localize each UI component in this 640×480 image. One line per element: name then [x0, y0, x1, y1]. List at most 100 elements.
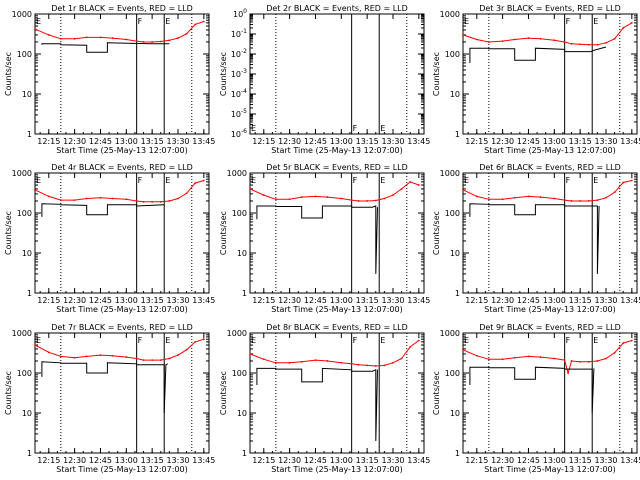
lld-rate-point: [326, 196, 329, 198]
lld-rate-point: [262, 358, 265, 361]
x-tick-label: 13:15: [141, 456, 164, 465]
y-tick-label: 100: [445, 209, 460, 218]
x-tick-label: 13:30: [381, 137, 404, 146]
y-tick-label: 100: [445, 369, 460, 378]
x-tick-label: 12:15: [37, 456, 60, 465]
marker-label: F: [353, 176, 358, 185]
x-tick-label: 13:00: [330, 137, 353, 146]
marker-label: E: [380, 124, 385, 133]
x-tick-label: 13:45: [407, 296, 430, 305]
x-axis-label: Start Time (25-May-13 12:07:00): [484, 305, 615, 314]
lld-rate-point: [151, 200, 154, 203]
lld-rate-point: [168, 200, 171, 202]
y-tick-label: 10: [450, 90, 460, 99]
lld-rate-point: [374, 365, 377, 367]
lld-rate-point: [383, 364, 386, 367]
lld-rate-point: [630, 179, 633, 182]
lld-rate-point: [159, 200, 162, 203]
lld-rate-point: [475, 354, 478, 357]
lld-rate-point: [111, 197, 114, 200]
lld-rate-point: [59, 355, 62, 358]
chart-title: Det 1r BLACK = Events, RED = LLD: [51, 4, 193, 13]
x-tick-label: 12:15: [252, 137, 275, 146]
lld-rate-point: [553, 39, 556, 42]
lld-rate-point: [462, 188, 464, 191]
marker-label: E: [251, 336, 256, 345]
x-tick-label: 13:30: [381, 296, 404, 305]
y-tick-label: 1: [455, 449, 460, 458]
y-tick-label: 1000: [227, 169, 247, 178]
lld-rate-point: [539, 356, 542, 358]
lld-rate-point: [539, 196, 542, 198]
y-tick-label: 1000: [440, 10, 460, 19]
lld-rate-point: [177, 197, 179, 200]
lld-rate-point: [357, 363, 360, 366]
lld-rate-point: [350, 199, 353, 202]
lld-rate-point: [596, 199, 599, 202]
lld-rate-point: [185, 32, 188, 35]
lld-rate-point: [596, 43, 599, 46]
y-axis-label: Counts/sec: [432, 52, 441, 96]
lld-rate-point: [400, 357, 403, 360]
lld-rate-point: [501, 358, 504, 361]
lld-rate-point: [288, 361, 291, 364]
x-tick-label: 12:15: [465, 137, 488, 146]
x-tick-label: 13:30: [166, 137, 189, 146]
x-tick-label: 12:30: [491, 456, 514, 465]
marker-label: E: [165, 176, 170, 185]
x-tick-label: 12:15: [252, 456, 275, 465]
marker-label: E: [36, 17, 41, 26]
x-tick-label: 12:30: [491, 296, 514, 305]
lld-rate-point: [249, 188, 251, 190]
lld-rate-point: [605, 196, 607, 199]
lld-rate-point: [168, 357, 171, 360]
x-tick-label: 12:30: [278, 456, 301, 465]
lld-rate-point: [142, 41, 145, 43]
marker-label: F: [566, 176, 571, 185]
x-tick-label: 13:00: [543, 456, 566, 465]
x-tick-label: 12:45: [304, 296, 327, 305]
lld-rate-point: [159, 40, 162, 43]
events-rate-line: [256, 367, 378, 442]
lld-rate-point: [47, 34, 50, 36]
lld-rate-point: [487, 358, 490, 361]
lld-rate-point: [487, 198, 490, 201]
x-tick-label: 12:45: [89, 137, 112, 146]
x-tick-label: 13:45: [407, 137, 430, 146]
lld-rate-point: [527, 355, 530, 358]
chart-title: Det 3r BLACK = Events, RED = LLD: [479, 4, 621, 13]
x-tick-label: 13:15: [569, 296, 592, 305]
lld-rate-point: [630, 339, 633, 342]
lld-rate-point: [125, 356, 128, 358]
lld-rate-point: [553, 197, 556, 200]
y-tick-label: 1: [242, 289, 247, 298]
lld-rate-point: [73, 37, 76, 40]
x-tick-label: 13:00: [115, 137, 138, 146]
lld-rate-point: [151, 41, 154, 43]
y-tick-label: 1: [27, 449, 32, 458]
lld-rate-point: [383, 197, 386, 200]
y-tick-label: 1000: [440, 329, 460, 338]
events-rate-line: [469, 46, 607, 63]
lld-rate-point: [142, 200, 145, 203]
lld-rate-point: [99, 196, 102, 199]
y-tick-label: 1: [242, 449, 247, 458]
lld-rate-point: [613, 191, 616, 194]
y-axis-label: Counts/sec: [432, 371, 441, 415]
y-tick-label: 1: [27, 130, 32, 139]
y-tick-label: 10: [450, 409, 460, 418]
marker-label: E: [593, 17, 598, 26]
x-tick-label: 13:45: [192, 296, 215, 305]
y-tick-label: 10: [22, 409, 32, 418]
lld-rate-point: [579, 43, 582, 46]
marker-label: F: [353, 124, 358, 133]
x-tick-label: 12:15: [37, 137, 60, 146]
x-tick-label: 13:30: [166, 296, 189, 305]
lld-rate-point: [202, 338, 205, 341]
y-tick-label: 10: [450, 249, 460, 258]
lld-rate-point: [587, 360, 590, 363]
x-tick-label: 12:15: [465, 456, 488, 465]
events-rate-line: [41, 42, 170, 53]
